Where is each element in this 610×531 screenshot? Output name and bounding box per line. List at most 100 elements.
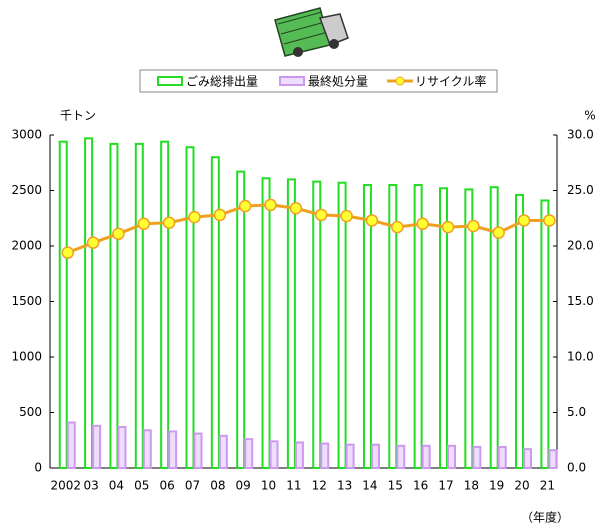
y-axis-unit: 千トン: [60, 109, 96, 123]
bar: [489, 186, 499, 469]
bar: [244, 438, 254, 470]
bar: [320, 442, 330, 469]
legend-box: [139, 69, 498, 93]
line-marker: [492, 226, 505, 239]
line-marker: [289, 202, 303, 215]
y2-tick-label: 10.0: [567, 350, 594, 364]
x-tick-label: 20: [514, 479, 529, 493]
x-tick-label: 13: [337, 479, 352, 493]
bar: [362, 183, 372, 469]
line-marker: [112, 227, 125, 241]
bar: [160, 140, 170, 469]
bar: [413, 183, 423, 469]
bar: [134, 142, 144, 469]
line-marker: [86, 236, 100, 249]
line-marker: [188, 210, 201, 224]
bar: [109, 142, 119, 469]
x-tick-label: 15: [388, 479, 403, 493]
y2-tick-label: 5.0: [567, 405, 586, 419]
line-marker: [340, 209, 353, 223]
legend-swatch: [157, 76, 183, 86]
line-marker: [238, 199, 252, 213]
y-tick-label: 1500: [11, 294, 42, 308]
bar: [168, 430, 178, 469]
x-tick-label: 05: [134, 479, 149, 493]
line-marker: [264, 198, 277, 212]
bar: [345, 443, 355, 470]
x-tick-label: 06: [160, 479, 175, 493]
bar: [515, 193, 525, 469]
bar: [185, 146, 195, 470]
bar: [193, 432, 203, 469]
y-tick-label: 2500: [11, 183, 42, 197]
line-marker: [517, 214, 531, 227]
bar: [312, 180, 322, 469]
x-tick-label: 18: [464, 479, 479, 493]
legend-swatch: [279, 76, 305, 86]
bar: [388, 183, 398, 469]
y2-tick-label: 25.0: [567, 183, 594, 197]
line-marker: [213, 208, 227, 222]
y-tick-label: 3000: [11, 128, 42, 142]
bar: [396, 444, 406, 469]
y-tick-label: 0: [34, 461, 42, 475]
line-marker: [543, 214, 556, 227]
bar: [261, 177, 271, 469]
bar: [548, 449, 558, 469]
x-tick-label: 10: [261, 479, 276, 493]
x-tick-label: 2002: [50, 479, 81, 493]
bar: [540, 199, 550, 470]
bar: [370, 443, 380, 470]
x-tick-label: 04: [109, 479, 124, 493]
y2-tick-label: 20.0: [567, 239, 594, 253]
bar: [286, 178, 296, 469]
bar: [523, 448, 533, 470]
x-tick-label: 16: [413, 479, 428, 493]
y-tick-label: 1000: [11, 350, 42, 364]
bar: [337, 181, 347, 469]
bar: [84, 137, 94, 470]
bar: [236, 170, 246, 469]
y2-tick-label: 15.0: [567, 294, 594, 308]
y2-tick-label: 30.0: [567, 128, 594, 142]
y-tick-label: 500: [19, 405, 42, 419]
legend-label: ごみ総排出量: [186, 74, 258, 89]
bar: [58, 140, 68, 469]
x-tick-label: 12: [312, 479, 327, 493]
bar: [497, 445, 507, 470]
y2-tick-label: 0.0: [567, 461, 586, 475]
bar: [269, 440, 279, 469]
bar: [464, 188, 474, 469]
legend-marker: [395, 76, 405, 86]
line-marker: [137, 217, 151, 231]
bar: [117, 425, 127, 469]
legend-label: リサイクル率: [415, 74, 486, 89]
x-tick-label: 19: [489, 479, 504, 493]
bar: [92, 424, 102, 470]
line-marker: [162, 216, 176, 229]
line-marker: [61, 246, 74, 259]
x-tick-label: 09: [236, 479, 251, 493]
line-marker: [441, 220, 455, 234]
y2-axis-unit: %: [584, 109, 595, 123]
bar: [438, 187, 448, 469]
x-tick-label: 14: [362, 479, 377, 493]
bar: [66, 421, 76, 469]
legend-label: 最終処分量: [308, 74, 368, 89]
bar: [142, 429, 152, 470]
bar: [446, 444, 456, 469]
line-marker: [467, 219, 480, 233]
x-tick-label: 08: [210, 479, 225, 493]
line-marker: [391, 220, 404, 234]
bar: [472, 445, 482, 470]
legend: ごみ総排出量 最終処分量 リサイクル率: [157, 74, 486, 89]
bar: [421, 444, 431, 469]
x-tick-label: 03: [83, 479, 98, 493]
x-axis-unit: （年度）: [521, 510, 569, 525]
line-marker: [314, 208, 328, 222]
bar: [294, 441, 304, 470]
x-tick-label: 07: [185, 479, 200, 493]
line-marker: [365, 214, 379, 227]
bar: [218, 434, 228, 469]
